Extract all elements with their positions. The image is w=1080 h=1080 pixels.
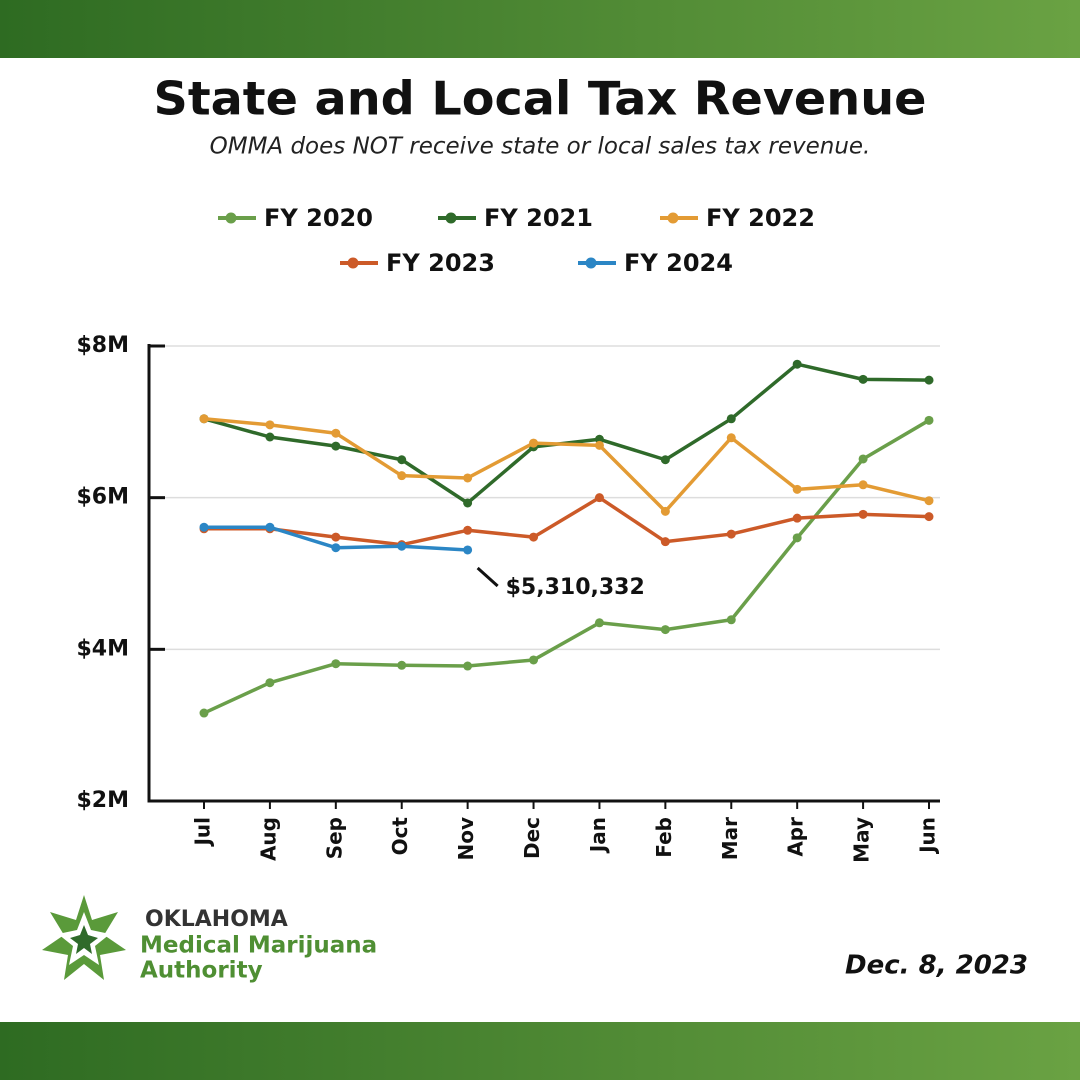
data-point: [265, 432, 275, 442]
legend-label: FY 2022: [706, 204, 815, 232]
data-point: [792, 513, 802, 523]
data-point: [265, 678, 275, 688]
y-tick-label: $2M: [76, 788, 129, 813]
data-point: [265, 420, 275, 430]
data-point: [924, 415, 934, 425]
legend-marker: [347, 257, 359, 269]
chart-subtitle: OMMA does NOT receive state or local sal…: [210, 134, 871, 160]
data-point: [199, 522, 209, 532]
data-point: [331, 659, 341, 669]
data-point: [199, 414, 209, 424]
data-point: [594, 618, 604, 628]
x-tick-label: Jan: [586, 817, 610, 854]
logo: [42, 895, 126, 980]
data-point: [924, 375, 934, 385]
top-band: [0, 0, 1080, 58]
data-point: [397, 660, 407, 670]
legend-marker: [225, 212, 237, 224]
annotation-leader: [476, 566, 499, 588]
data-point: [792, 533, 802, 543]
data-point: [726, 615, 736, 625]
x-tick-label: Feb: [652, 817, 676, 858]
data-point: [529, 532, 539, 542]
date: Dec. 8, 2023: [845, 951, 1028, 981]
data-point: [397, 455, 407, 465]
legend-label: FY 2020: [264, 204, 373, 232]
data-point: [529, 655, 539, 665]
data-point: [726, 433, 736, 443]
series-line: [203, 418, 930, 715]
x-tick-label: Jun: [916, 817, 940, 855]
legend-marker: [445, 212, 457, 224]
data-point: [858, 454, 868, 464]
y-tick-label: $4M: [76, 636, 129, 661]
data-point: [331, 441, 341, 451]
data-point: [792, 359, 802, 369]
data-point: [397, 541, 407, 551]
y-tick-label: $8M: [76, 333, 129, 358]
data-point: [331, 543, 341, 553]
x-tick-label: Oct: [388, 817, 412, 856]
x-tick-label: Aug: [256, 817, 280, 861]
data-point: [924, 496, 934, 506]
x-tick-label: Nov: [454, 817, 478, 861]
data-point: [924, 512, 934, 522]
data-point: [463, 498, 473, 508]
legend-marker: [667, 212, 679, 224]
x-tick-label: Jul: [191, 817, 215, 848]
data-point: [858, 480, 868, 490]
legend-marker: [585, 257, 597, 269]
bottom-band: [0, 1022, 1080, 1080]
data-point: [594, 493, 604, 503]
data-point: [660, 455, 670, 465]
data-point: [463, 545, 473, 555]
data-label: $5,310,332: [506, 575, 645, 600]
x-tick-label: Dec: [520, 817, 544, 859]
data-point: [660, 506, 670, 516]
data-point: [529, 438, 539, 448]
x-tick-label: May: [850, 817, 874, 863]
legend-label: FY 2023: [386, 249, 495, 277]
x-tick-label: Sep: [322, 817, 346, 859]
x-tick-label: Apr: [784, 817, 808, 857]
data-point: [331, 428, 341, 438]
series-line: [204, 495, 930, 547]
data-point: [660, 625, 670, 635]
data-point: [726, 529, 736, 539]
data-point: [265, 522, 275, 532]
series-line: [203, 417, 930, 514]
org-name: Authority: [140, 958, 263, 984]
data-point: [792, 484, 802, 494]
y-tick-label: $6M: [76, 485, 129, 510]
data-point: [397, 471, 407, 481]
x-tick-label: Mar: [718, 817, 742, 860]
data-point: [858, 374, 868, 384]
legend-label: FY 2021: [484, 204, 593, 232]
series-line: [203, 362, 930, 505]
data-point: [660, 537, 670, 547]
data-point: [199, 708, 209, 718]
data-point: [463, 473, 473, 483]
data-point: [858, 509, 868, 519]
org-name: Medical Marijuana: [140, 933, 377, 959]
data-point: [726, 414, 736, 424]
data-point: [463, 661, 473, 671]
legend-label: FY 2024: [624, 249, 733, 277]
chart-title: State and Local Tax Revenue: [154, 72, 927, 126]
data-point: [331, 532, 341, 542]
data-point: [594, 440, 604, 450]
data-point: [463, 525, 473, 535]
org-name: OKLAHOMA: [145, 907, 288, 932]
